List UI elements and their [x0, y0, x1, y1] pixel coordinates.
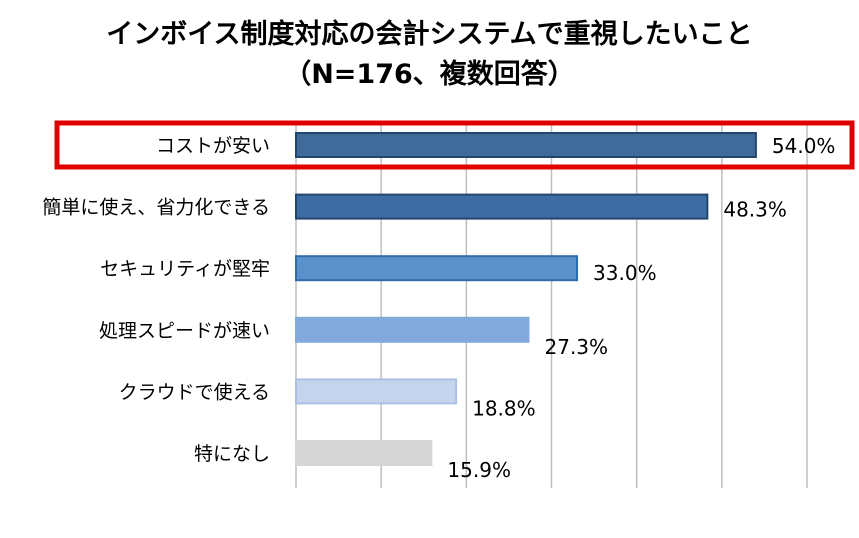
- category-label: クラウドで使える: [119, 381, 270, 403]
- data-label: 15.9%: [447, 458, 511, 482]
- category-label: 処理スピードが速い: [99, 320, 270, 342]
- bar: [295, 440, 433, 466]
- bar: [295, 378, 458, 405]
- category-label: コストが安い: [156, 135, 270, 157]
- highlight-box: [54, 120, 855, 170]
- data-label: 33.0%: [593, 261, 657, 285]
- chart-subtitle: （N=176、複数回答）: [284, 59, 575, 90]
- data-label: 54.0%: [772, 134, 836, 158]
- bar: [295, 132, 757, 158]
- category-label: 簡単に使え、省力化できる: [42, 197, 270, 219]
- bar: [295, 316, 530, 343]
- category-label: 特になし: [194, 443, 270, 465]
- data-label: 27.3%: [545, 335, 609, 359]
- bar: [295, 193, 709, 220]
- bar: [295, 255, 579, 282]
- data-label: 48.3%: [723, 198, 787, 222]
- category-label: セキュリティが堅牢: [100, 258, 270, 280]
- data-label: 18.8%: [472, 396, 536, 420]
- chart-title: インボイス制度対応の会計システムで重視したいこと: [106, 19, 753, 50]
